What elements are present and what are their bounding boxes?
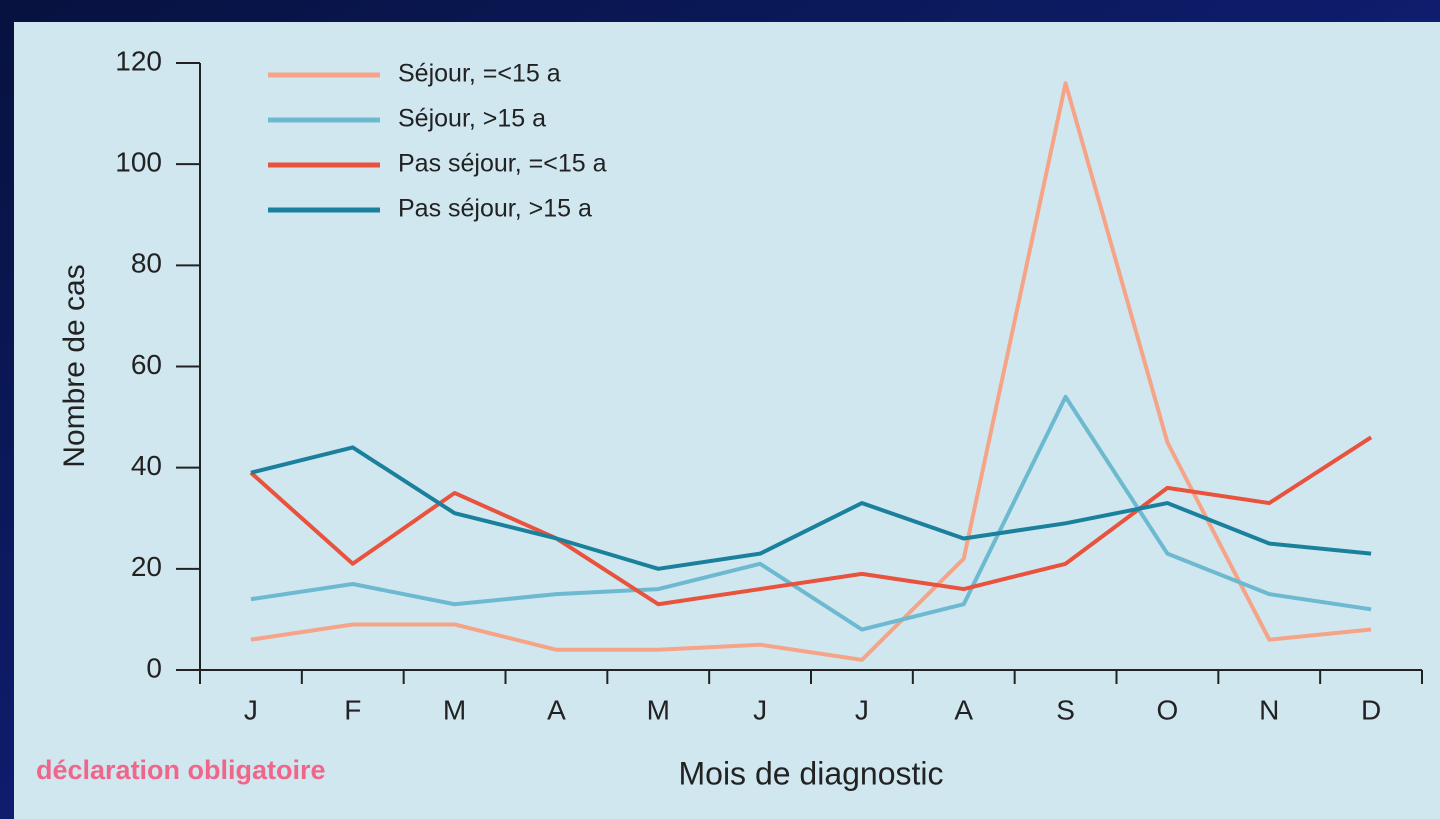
series-line [249,435,1373,607]
legend-label: Pas séjour, >15 a [398,195,592,223]
x-tick-label: A [547,694,566,725]
legend-label: Pas séjour, =<15 a [398,150,607,178]
series-line [250,81,1372,662]
y-tick-label: 120 [115,45,162,76]
y-axis-label: Nombre de cas [58,264,91,467]
legend-label: Séjour, >15 a [398,105,546,133]
y-tick-label: 0 [146,652,162,683]
series-line [250,445,1372,571]
x-tick-label: J [753,694,767,725]
x-tick-label: J [244,694,258,725]
y-tick-label: 60 [131,349,162,380]
series-line [250,394,1372,632]
y-tick-label: 40 [131,450,162,481]
x-axis-label: Mois de diagnostic [678,755,943,791]
x-tick-label: M [647,694,670,725]
legend-label: Séjour, =<15 a [398,60,561,88]
x-tick-label: A [954,694,973,725]
y-tick-label: 100 [115,147,162,178]
x-tick-label: M [443,694,466,725]
x-tick-label: N [1259,694,1279,725]
x-tick-label: S [1056,694,1075,725]
x-tick-label: J [855,694,869,725]
panel [14,22,1440,819]
y-tick-label: 80 [131,248,162,279]
x-tick-label: F [344,694,361,725]
annotation: déclaration obligatoire [36,755,326,785]
y-tick-label: 20 [131,551,162,582]
x-tick-label: O [1157,694,1179,725]
x-tick-label: D [1361,694,1381,725]
